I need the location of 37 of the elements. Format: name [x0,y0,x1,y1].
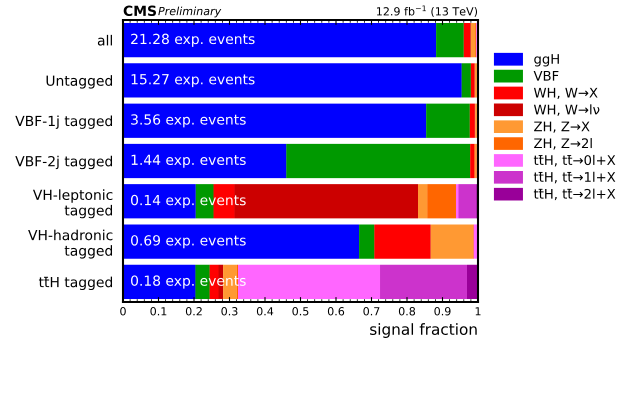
x-tick-label: 0 [120,307,126,316]
x-tick-label: 0.1 [150,307,166,316]
y-tick-label: VH-leptonic tagged [32,189,112,218]
x-tick-label: 0.7 [363,307,380,316]
x-tick-label: 0.3 [221,307,238,316]
x-axis-title: signal fraction [370,323,477,338]
x-tick-label: 0.9 [434,307,451,316]
x-tick-label: 1 [476,307,481,316]
legend-label: tt̄H, tt̄→2l+X [534,188,616,200]
x-tick-label: 0.6 [328,307,344,316]
y-tick-label: Untagged [46,75,112,89]
legend-label: ZH, Z→X [534,122,590,133]
chart-title: CMS [124,6,156,16]
text: 12.9 fb$^{−1}$ (13 TeV) [377,5,478,17]
y-tick-label: VH-hadronic tagged [28,230,112,259]
legend-label: ggH [534,54,559,66]
x-tick-label: 0.8 [398,307,416,316]
annotation: 0.69 exp. events [131,235,246,248]
annotation: 0.18 exp. events [131,275,246,289]
legend-label: WH, W→lν [534,104,600,116]
legend-label: WH, W→X [534,88,598,100]
annotation: 1.44 exp. events [132,154,246,168]
y-tick-label: VBF-2j tagged [15,156,112,170]
x-tick-label: 0.4 [256,307,274,316]
y-tick-label: all [98,34,112,46]
x-tick-label: 0.5 [292,307,308,316]
annotation: 15.27 exp. events [132,74,255,88]
chart-subtitle: Preliminary [158,6,222,18]
annotation: 3.56 exp. events [131,114,246,128]
annotation: 21.28 exp. events [131,34,255,47]
legend-label: VBF [534,70,558,81]
y-tick-label: VBF-1j tagged [15,115,112,129]
legend-label: tt̄H, tt̄→1l+X [534,172,616,184]
legend-label: ZH, Z→2l [534,138,592,150]
x-tick-label: 0.2 [186,307,202,316]
legend-label: tt̄H, tt̄→0l+X [534,154,616,166]
y-tick-label: tt̄H tagged [38,276,112,290]
